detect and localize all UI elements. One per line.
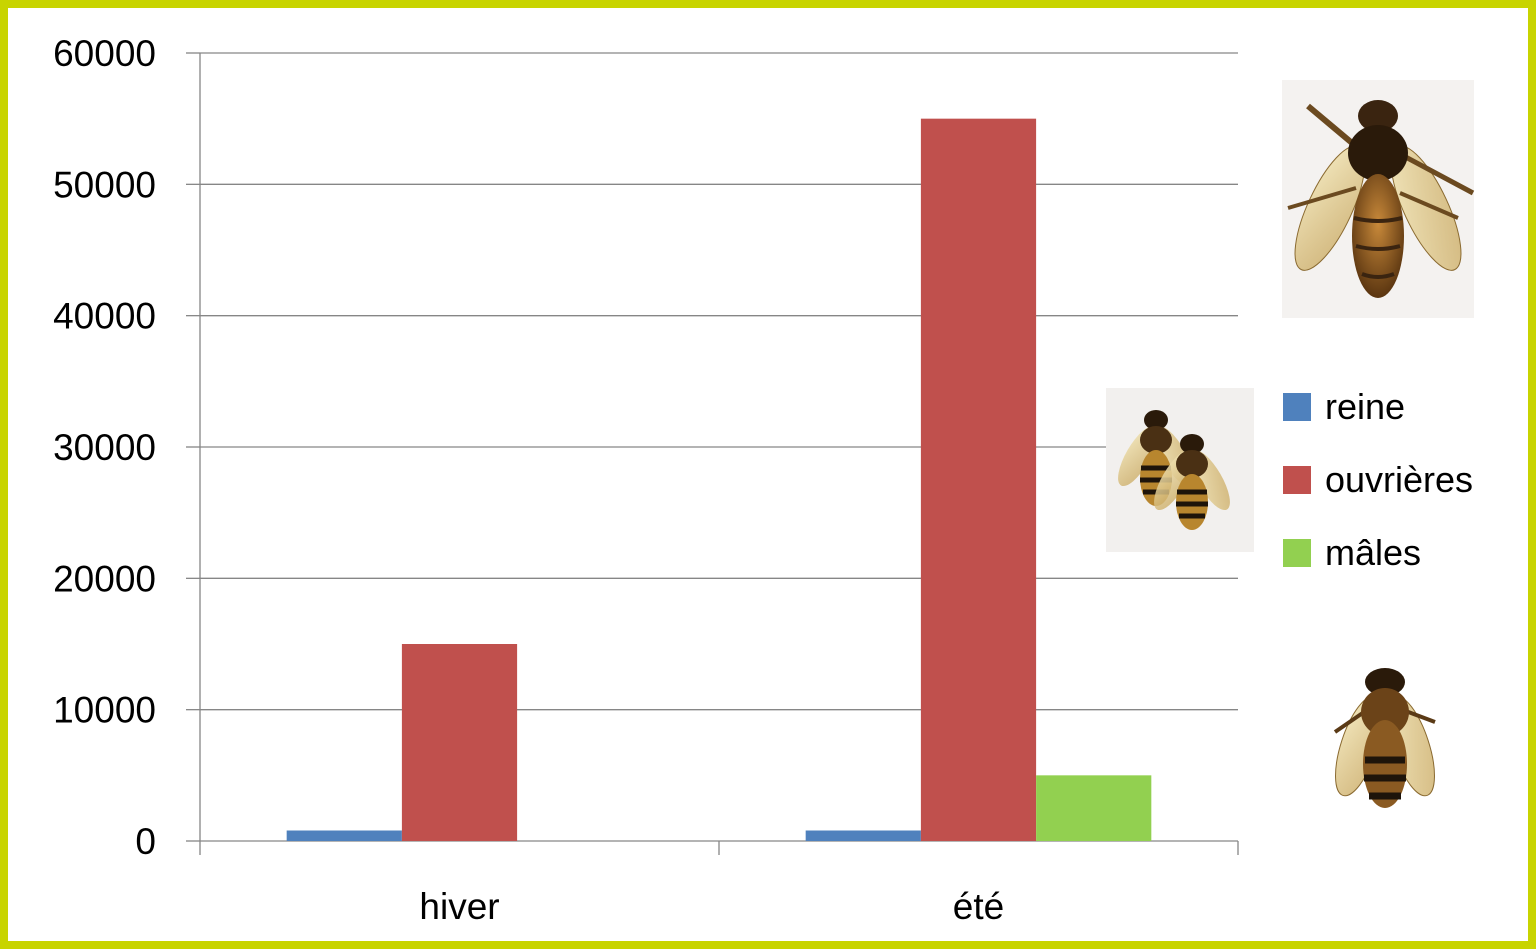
drone-bee-icon xyxy=(1333,668,1436,808)
y-tick-label: 30000 xyxy=(53,427,156,468)
bars xyxy=(286,118,1152,841)
y-tick-label: 40000 xyxy=(53,296,156,337)
y-tick-label: 60000 xyxy=(53,33,156,74)
legend-label: ouvrières xyxy=(1325,459,1473,500)
y-tick-label: 0 xyxy=(135,821,156,862)
legend-swatch-ouvrières xyxy=(1283,466,1311,494)
bar-ouvrières-été xyxy=(920,118,1037,841)
legend-swatch-mâles xyxy=(1283,539,1311,567)
bar-mâles-été xyxy=(1036,775,1152,841)
x-tick-label: hiver xyxy=(419,886,499,927)
bar-reine-hiver xyxy=(286,830,402,841)
legend-label: mâles xyxy=(1325,532,1421,573)
queen-bee-icon xyxy=(1282,80,1475,318)
gridlines xyxy=(200,52,1238,711)
worker-bees-icon xyxy=(1106,388,1254,552)
legend: reine ouvrières mâles xyxy=(1283,386,1473,573)
y-tick-label: 20000 xyxy=(53,558,156,599)
x-tick-label: été xyxy=(953,886,1004,927)
bar-ouvrières-hiver xyxy=(401,644,518,841)
legend-label: reine xyxy=(1325,386,1405,427)
bar-reine-été xyxy=(805,830,921,841)
axes xyxy=(186,52,1239,855)
y-tick-label: 50000 xyxy=(53,164,156,205)
y-tick-label: 10000 xyxy=(53,690,156,731)
tick-labels: 0 10000 20000 30000 40000 50000 60000 hiver été xyxy=(53,33,1004,927)
legend-swatch-reine xyxy=(1283,393,1311,421)
